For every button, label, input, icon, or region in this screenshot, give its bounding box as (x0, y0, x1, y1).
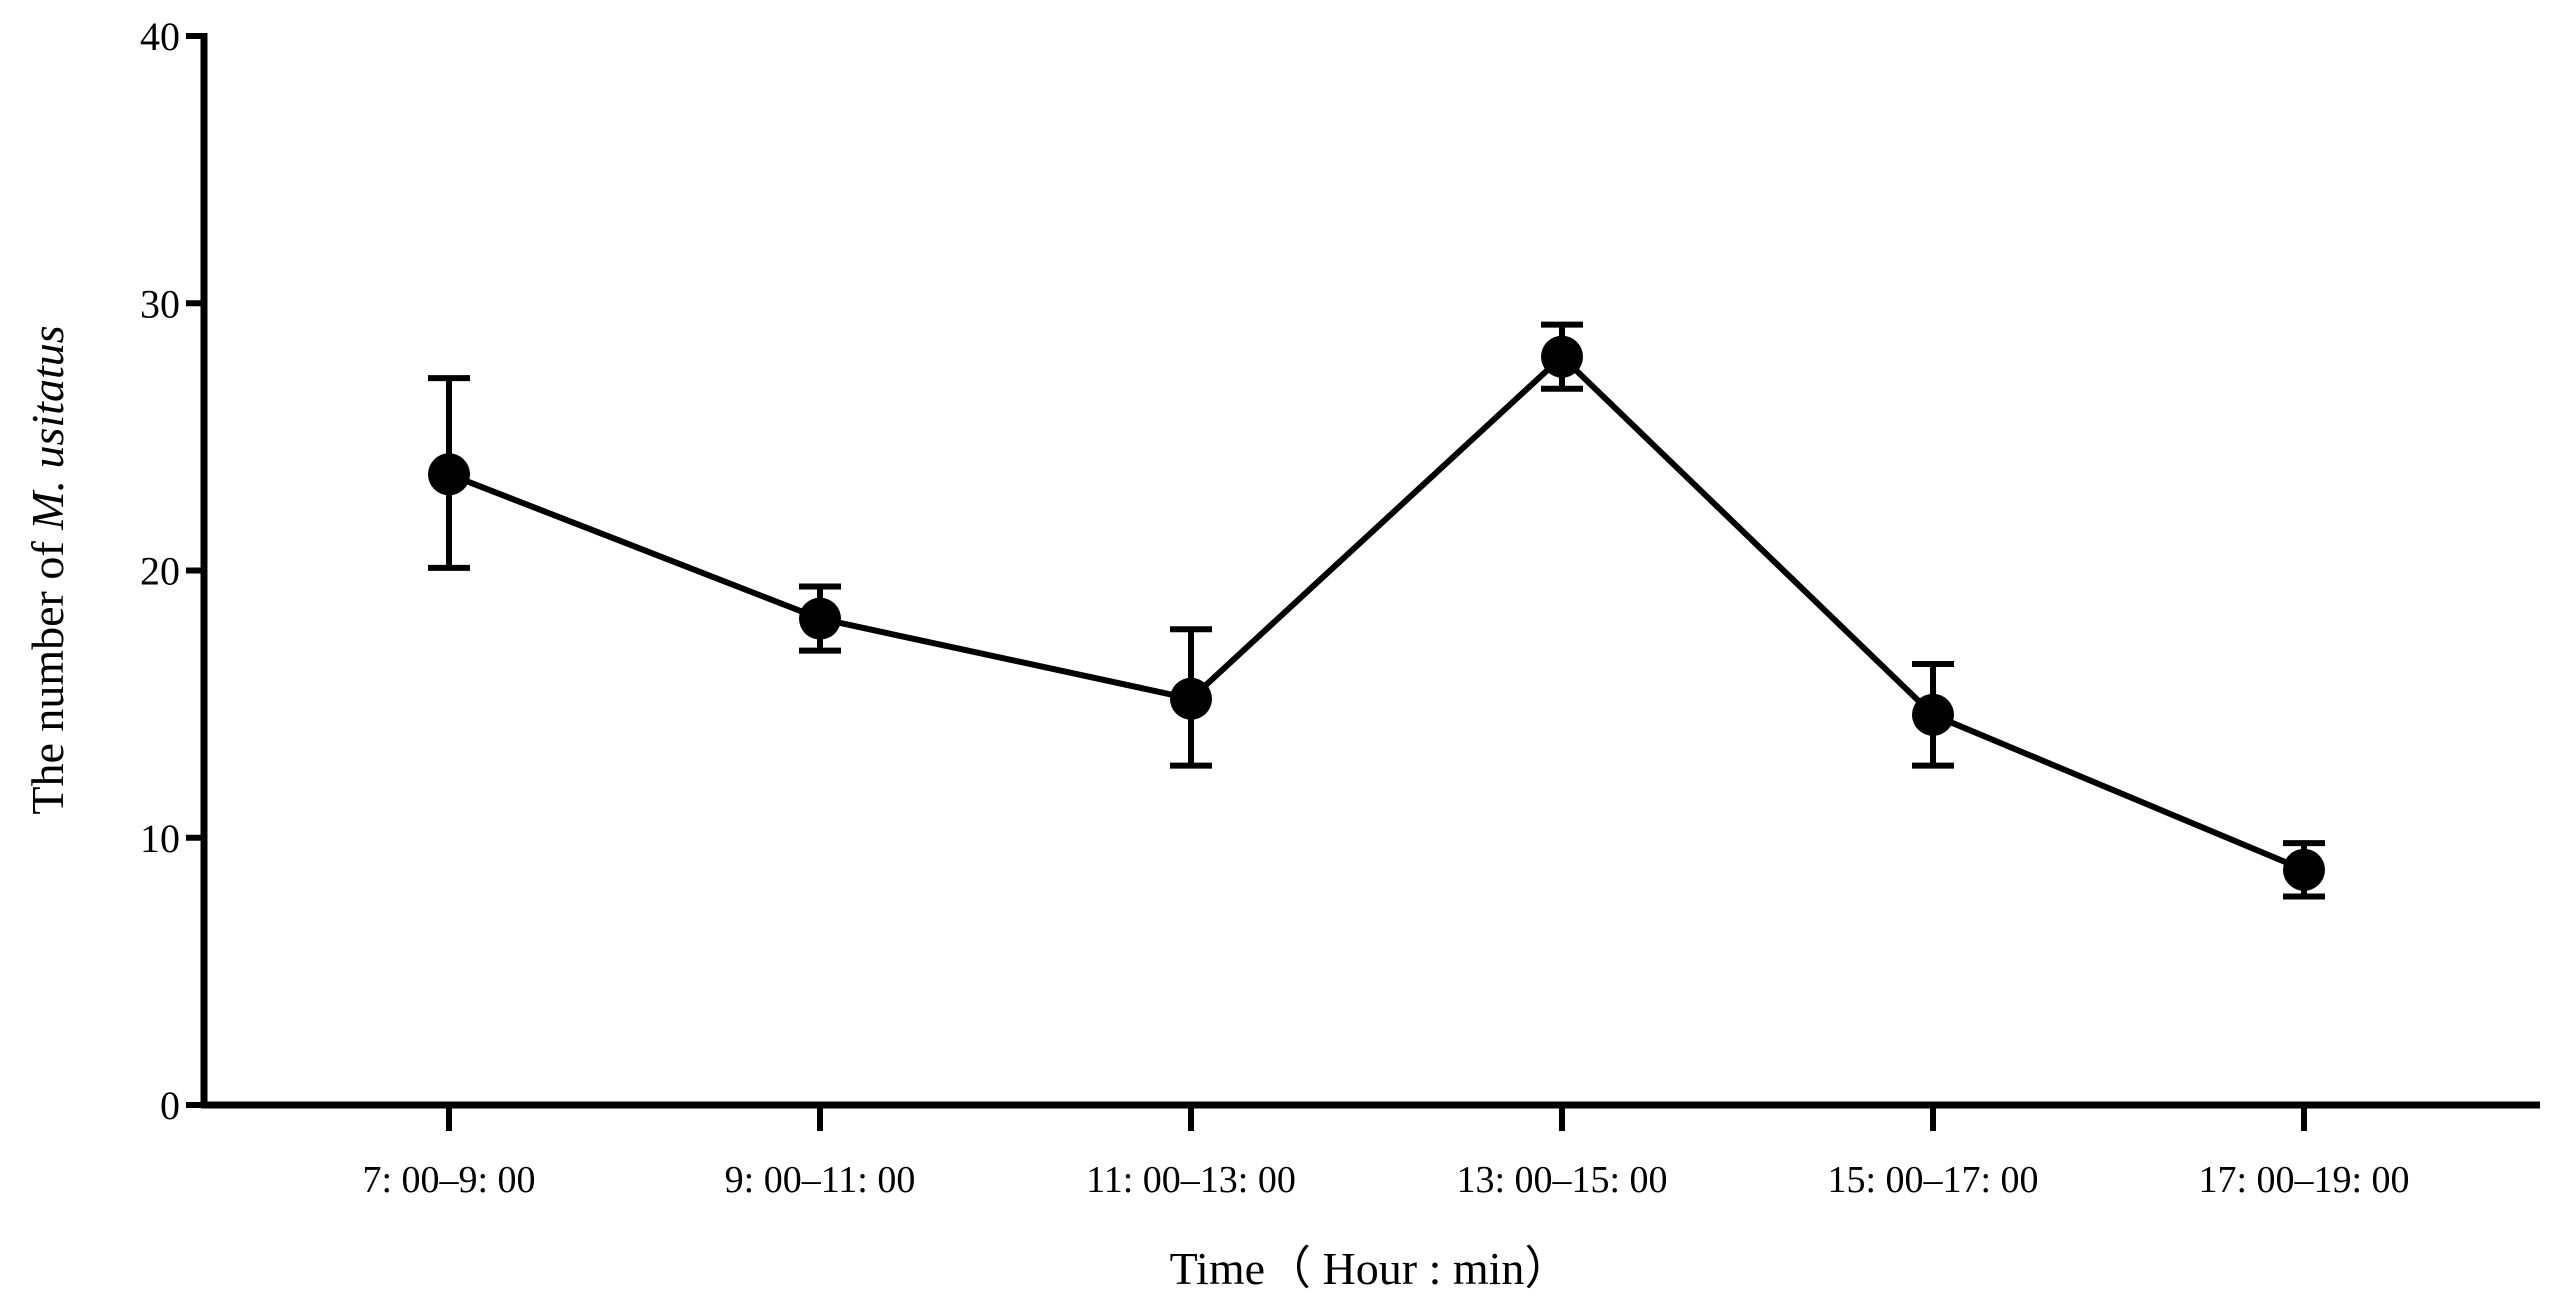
data-point (1912, 693, 1954, 736)
y-tick-label: 40 (140, 14, 180, 59)
data-point (428, 453, 470, 496)
y-tick-label: 10 (140, 816, 180, 861)
y-tick-label: 20 (140, 549, 180, 594)
x-tick-label: 11: 00–13: 00 (1086, 1159, 1296, 1201)
data-point (799, 597, 841, 640)
axes: 0 10 20 30 40 7: 00–9: 00 9: 00–11: 00 11: 00–1… (140, 14, 2540, 1201)
y-axis-label-prefix: The number of (22, 530, 73, 815)
y-tick-label: 30 (140, 281, 180, 326)
chart-marks (428, 321, 2325, 900)
data-point (1541, 335, 1583, 378)
x-tick-label: 9: 00–11: 00 (725, 1159, 916, 1201)
x-axis-label: Time（ Hour : min） (1170, 1243, 1571, 1294)
x-tick-label: 13: 00–15: 00 (1456, 1159, 1667, 1201)
x-tick-label: 15: 00–17: 00 (1827, 1159, 2038, 1201)
data-point (2283, 848, 2325, 891)
series-line (447, 353, 2306, 873)
y-axis-label-species: M. usitatus (22, 325, 73, 530)
data-point (1170, 677, 1212, 720)
x-tick-label: 17: 00–19: 00 (2198, 1159, 2409, 1201)
y-tick-label: 0 (160, 1083, 180, 1128)
x-tick-label: 7: 00–9: 00 (362, 1159, 535, 1201)
y-axis-label: The number of M. usitatus (22, 325, 73, 814)
